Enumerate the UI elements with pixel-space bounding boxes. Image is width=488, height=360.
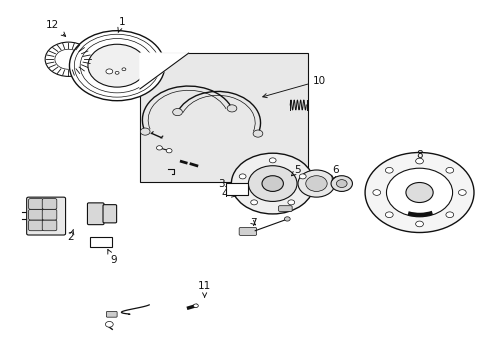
Circle shape [250, 200, 257, 205]
Circle shape [336, 180, 346, 188]
Circle shape [445, 212, 453, 217]
Circle shape [405, 183, 432, 203]
Circle shape [372, 190, 380, 195]
Circle shape [385, 167, 392, 173]
Circle shape [55, 49, 82, 69]
Circle shape [445, 167, 453, 173]
Circle shape [458, 190, 465, 195]
FancyBboxPatch shape [27, 197, 65, 235]
Text: 10: 10 [262, 76, 326, 98]
Circle shape [415, 158, 423, 164]
Text: 3: 3 [218, 179, 230, 189]
Circle shape [269, 158, 276, 163]
Circle shape [415, 221, 423, 227]
Circle shape [231, 153, 313, 214]
Circle shape [299, 174, 305, 179]
Circle shape [305, 176, 326, 192]
Circle shape [122, 68, 125, 71]
Circle shape [365, 153, 473, 233]
Text: 1: 1 [118, 17, 125, 32]
FancyBboxPatch shape [278, 206, 291, 211]
Circle shape [287, 200, 294, 205]
Circle shape [386, 168, 452, 217]
Circle shape [106, 69, 113, 74]
FancyBboxPatch shape [29, 209, 43, 220]
Text: 11: 11 [198, 282, 211, 297]
Circle shape [239, 174, 245, 179]
Text: 9: 9 [107, 249, 116, 265]
Circle shape [297, 170, 334, 197]
Circle shape [45, 42, 92, 76]
Text: 5: 5 [291, 165, 301, 176]
Circle shape [262, 176, 283, 192]
Bar [90, 237, 112, 247]
Text: 8: 8 [415, 150, 422, 163]
FancyBboxPatch shape [29, 199, 43, 209]
Text: 2: 2 [67, 229, 74, 242]
Text: 7: 7 [249, 218, 256, 228]
FancyBboxPatch shape [103, 204, 116, 223]
FancyBboxPatch shape [42, 199, 57, 209]
Circle shape [105, 321, 113, 327]
Circle shape [226, 105, 236, 112]
FancyBboxPatch shape [42, 220, 57, 231]
Circle shape [156, 146, 162, 150]
FancyBboxPatch shape [29, 220, 43, 231]
Circle shape [115, 71, 119, 74]
FancyBboxPatch shape [87, 203, 104, 225]
Text: 6: 6 [331, 165, 339, 180]
Circle shape [253, 130, 262, 137]
Circle shape [166, 149, 172, 153]
Circle shape [385, 212, 392, 217]
Circle shape [330, 176, 352, 192]
Circle shape [193, 304, 198, 307]
Circle shape [172, 108, 182, 116]
Circle shape [284, 217, 289, 221]
FancyBboxPatch shape [140, 53, 307, 182]
FancyBboxPatch shape [106, 311, 117, 317]
Polygon shape [140, 53, 188, 89]
Circle shape [140, 128, 150, 135]
Circle shape [88, 44, 146, 87]
FancyBboxPatch shape [42, 209, 57, 220]
Circle shape [74, 34, 160, 97]
Bar [225, 183, 247, 195]
Circle shape [248, 166, 296, 202]
FancyBboxPatch shape [239, 228, 256, 235]
Text: 4: 4 [221, 189, 235, 199]
Circle shape [69, 31, 164, 101]
Text: 12: 12 [46, 19, 65, 36]
Circle shape [80, 39, 154, 93]
